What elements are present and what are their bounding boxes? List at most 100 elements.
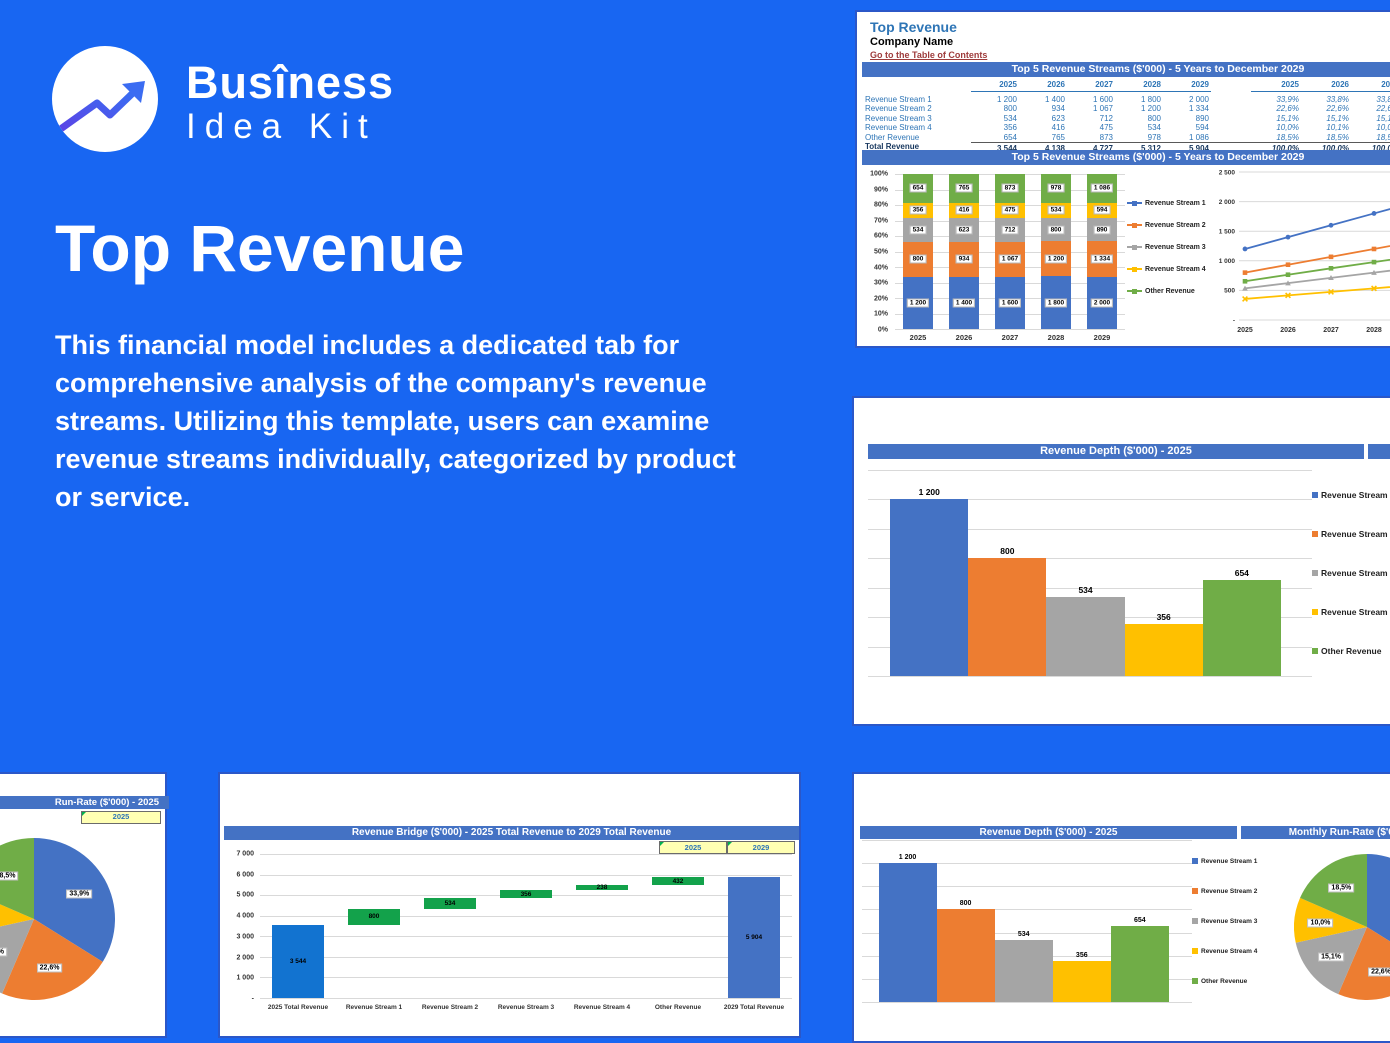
legend-item: Revenue Stream 1 [1127,198,1206,208]
data-point [1371,285,1377,292]
bar [994,940,1053,1002]
legend-label: Revenue Stream 4 [1201,947,1258,955]
bar-segment: 873 [994,174,1026,203]
pct-year-header: 2026 [1301,80,1351,92]
data-label: 712 [1001,225,1019,235]
from-year-selector[interactable]: 2025 [659,841,727,854]
cell-value: 534 [1003,113,1017,123]
data-label: 534 [909,225,927,235]
to-year-selector[interactable]: 2029 [727,841,795,854]
bar-slot: 356 [1052,840,1111,1002]
sheet-title: Top Revenue [870,19,957,35]
year-selector[interactable]: 2025 [81,811,161,824]
x-tick-label: Revenue Stream 4 [573,1004,631,1011]
bar-slot: 1 200 [890,470,969,676]
legend-item: Other Revenue [1192,978,1254,985]
bar-slot: 5 904 2029 Total Revenue [716,854,792,1011]
data-label: 1 200 [1044,254,1068,264]
chart-band-title: Top 5 Revenue Streams ($'000) - 5 Years … [862,150,1390,165]
plot-area: 1 200 800 534 356 654 [862,840,1192,1003]
bar [1110,926,1169,1002]
legend-marker [1312,608,1318,615]
legend-marker [1192,948,1198,954]
legend: Revenue Stream 1 Revenue Stream 2 Revenue … [1192,840,1258,1002]
gridline [260,998,792,999]
year-header: 2028 [1115,80,1163,92]
revenue-line-chart: 2 500 2 000 1 500 1 000 500 -2025 2026 2027 2028… [1205,169,1390,348]
x-tick-label: 2028 [1047,333,1065,342]
data-label: 623 [955,225,973,235]
cell-value: 594 [1195,123,1209,132]
legend-marker-dot [1132,222,1137,228]
gridline [868,676,1312,677]
bar-segment: 765 [948,174,980,203]
brand-line1: Busîness [186,57,395,108]
data-point [1285,292,1291,299]
bar-slot: 800 [936,840,995,1002]
bar-slot: 534 [1046,470,1125,676]
row-label: Other Revenue [865,132,920,142]
year-header: 2029 [1163,80,1211,92]
pie-slice [0,919,34,994]
company-name: Company Name [870,36,954,48]
top-charts-row: 100% 90% 80% 70% 60% 50% 40% 30% 20% 10% 0% 1 200 80… [865,169,1390,348]
x-tick-label: 2027 [1001,333,1019,342]
legend-label: Other Revenue [1201,977,1248,985]
table-gap [1211,95,1251,105]
legend-item: Revenue Stream 3 [1312,568,1390,578]
page-description: This financial model includes a dedicate… [55,330,736,512]
legend-label: Other Revenue [1321,645,1382,656]
data-point [1285,272,1291,278]
legend-item: Revenue Stream 3 [1192,917,1258,925]
brand-line2: Idea Kit [186,107,377,146]
cell-value: 934 [1051,104,1065,113]
data-point [1285,280,1291,286]
plot-area: 1 200 800 534 356 654 [868,470,1312,677]
x-tick-label: 2026 [1280,327,1296,334]
bar-slot: 238 Revenue Stream 4 [564,854,640,1011]
bar-segment: 356 [902,202,934,219]
data-label: 978 [1047,183,1065,193]
pct-year-header: 2025 [1251,80,1301,92]
legend: Revenue Stream 1 Revenue Stream 2 Revenue … [1312,470,1390,676]
data-point [1285,262,1291,268]
y-tick-label: 2 000 [1219,199,1236,206]
data-point [1285,234,1291,240]
data-point [1242,295,1248,302]
pie-slice [2,919,103,1000]
data-label: 3 544 [289,958,307,966]
data-point [1371,211,1377,216]
legend-label: Revenue Stream 1 [1321,490,1390,501]
data-label: 800 [1047,225,1065,235]
bar: 356 [500,890,552,898]
data-label: 475 [1001,205,1019,215]
data-label: 18,5% [0,871,19,881]
y-tick-label: 7 000 [236,850,254,858]
gridline [868,558,1312,560]
table-of-contents-link[interactable]: Go to the Table of Contents [870,50,988,60]
data-point [1328,222,1334,228]
legend-marker [1192,978,1198,984]
bar-segment: 1 067 [994,241,1026,277]
pie-slice [34,838,115,962]
bar [1124,623,1203,676]
data-label: 1 200 [898,854,917,862]
pie-chart [0,838,115,1000]
y-tick-label: 30% [873,279,888,287]
cell-pct: 33,8% [1326,94,1349,104]
legend-label: Revenue Stream 3 [1201,917,1258,925]
data-point [1242,270,1248,275]
y-tick-label: 90% [873,186,888,194]
legend-marker [1127,222,1142,228]
legend-marker-dot [1132,244,1137,250]
x-tick-label: 2029 [1093,333,1111,342]
stacked-bar: 1 600 1 067 712 475 873 [994,174,1026,329]
cell-value: 873 [1099,132,1113,142]
cell-value: 1 400 [1044,94,1065,104]
y-tick-label: 40% [873,264,888,272]
data-label: 356 [909,205,927,215]
y-axis: 100% 90% 80% 70% 60% 50% 40% 30% 20% 10% 0% [865,171,891,334]
y-tick-label: 80% [873,201,888,209]
data-label: 594 [1093,205,1111,215]
x-tick-label: 2025 [1237,327,1253,334]
